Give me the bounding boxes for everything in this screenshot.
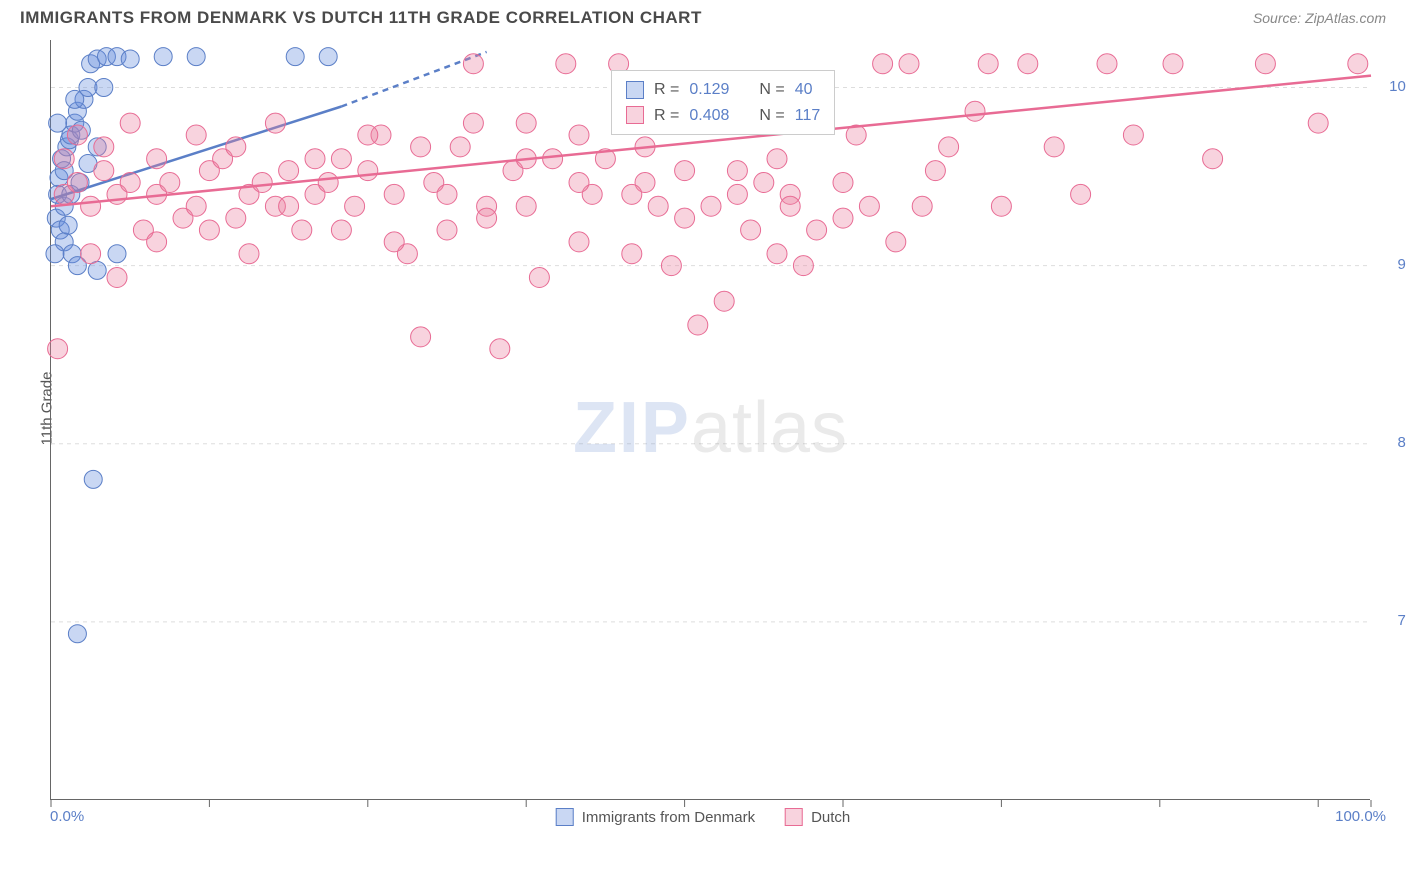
stats-n-value: 40 bbox=[795, 77, 813, 103]
legend-label: Dutch bbox=[811, 809, 850, 826]
chart-title: IMMIGRANTS FROM DENMARK VS DUTCH 11TH GR… bbox=[20, 8, 702, 28]
stats-row: R = 0.129 N = 40 bbox=[626, 77, 820, 103]
stats-n-label: N = bbox=[759, 103, 784, 129]
legend-label: Immigrants from Denmark bbox=[582, 809, 755, 826]
stats-row: R = 0.408 N = 117 bbox=[626, 103, 820, 129]
chart-svg bbox=[51, 40, 1371, 800]
source-attribution: Source: ZipAtlas.com bbox=[1253, 10, 1386, 26]
stats-swatch bbox=[626, 106, 644, 124]
stats-r-label: R = bbox=[654, 77, 679, 103]
stats-r-value: 0.408 bbox=[689, 103, 729, 129]
x-axis-min-label: 0.0% bbox=[50, 808, 84, 825]
y-tick-label: 100.0% bbox=[1380, 78, 1406, 95]
x-axis-max-label: 100.0% bbox=[1335, 808, 1386, 825]
bottom-legend: Immigrants from Denmark Dutch bbox=[556, 808, 851, 826]
stats-n-value: 117 bbox=[795, 103, 821, 129]
legend-item: Immigrants from Denmark bbox=[556, 808, 755, 826]
y-tick-label: 77.5% bbox=[1380, 612, 1406, 629]
legend-swatch bbox=[556, 808, 574, 826]
chart-plot-area: ZIPatlas 77.5%85.0%92.5%100.0%R =0.129N … bbox=[50, 40, 1370, 800]
correlation-stats-box: R = 0.129 N = 40 R = 0.408 N = 117 bbox=[611, 70, 835, 135]
stats-r-value: 0.129 bbox=[689, 77, 729, 103]
y-tick-label: 85.0% bbox=[1380, 434, 1406, 451]
stats-swatch bbox=[626, 81, 644, 99]
legend-swatch bbox=[785, 808, 803, 826]
y-tick-label: 92.5% bbox=[1380, 256, 1406, 273]
legend-item: Dutch bbox=[785, 808, 850, 826]
stats-r-label: R = bbox=[654, 103, 679, 129]
stats-n-label: N = bbox=[759, 77, 784, 103]
